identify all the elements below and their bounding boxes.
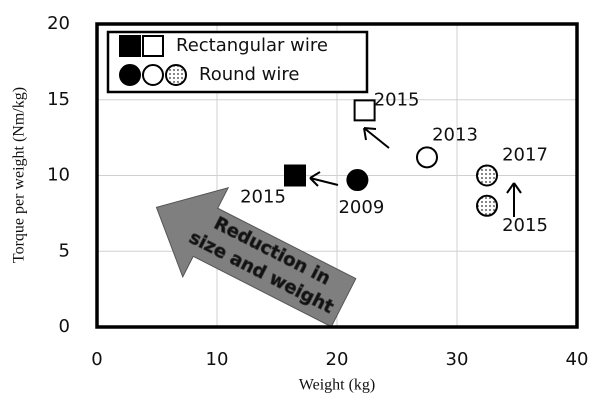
point-label: 2015 xyxy=(502,215,548,236)
point xyxy=(476,194,498,217)
point-label: 2017 xyxy=(502,145,548,166)
legend-marker xyxy=(165,64,187,86)
x-tick-label: 30 xyxy=(446,349,469,370)
x-tick-label: 40 xyxy=(566,349,589,370)
y-tick-label: 5 xyxy=(59,240,70,261)
point xyxy=(346,169,369,192)
point-label: 2015 xyxy=(240,187,286,208)
legend-label: Round wire xyxy=(199,64,299,85)
point-label: 2013 xyxy=(432,124,478,145)
x-tick-label: 10 xyxy=(206,349,229,370)
y-axis-title: Torque per weight (Nm/kg) xyxy=(11,87,28,263)
point xyxy=(476,164,498,187)
legend-label: Rectangular wire xyxy=(176,35,328,56)
y-tick-label: 0 xyxy=(59,316,70,337)
legend-marker xyxy=(142,35,164,57)
plot-frame xyxy=(95,22,579,329)
arrows xyxy=(309,127,522,217)
legend-marker xyxy=(119,35,141,57)
x-tick-label: 0 xyxy=(91,349,102,370)
legend-marker xyxy=(142,64,164,86)
y-tick-label: 10 xyxy=(47,165,70,186)
legend-marker xyxy=(119,64,141,86)
y-tick-label: 20 xyxy=(47,13,70,34)
x-tick-label: 20 xyxy=(326,349,349,370)
point xyxy=(284,164,306,187)
point xyxy=(416,146,438,169)
point xyxy=(353,99,376,122)
point-label: 2009 xyxy=(338,197,384,218)
point-label: 2015 xyxy=(374,89,420,110)
x-axis-title: Weight (kg) xyxy=(299,377,375,394)
y-tick-label: 15 xyxy=(47,89,70,110)
